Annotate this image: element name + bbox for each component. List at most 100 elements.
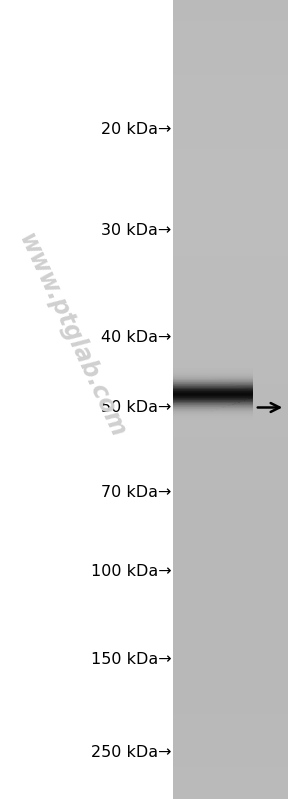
Bar [173, 336, 288, 343]
Bar [175, 373, 204, 374]
Bar [173, 374, 253, 375]
Bar [173, 418, 253, 419]
Bar [173, 22, 288, 28]
Bar [173, 398, 250, 399]
Text: www.ptglab.com: www.ptglab.com [14, 229, 130, 442]
Bar [173, 245, 288, 252]
Bar [173, 485, 288, 491]
Bar [174, 406, 226, 407]
Bar [173, 314, 288, 321]
Bar [173, 401, 253, 402]
Bar [173, 224, 288, 231]
Bar [173, 384, 253, 385]
Bar [173, 602, 288, 609]
Bar [173, 597, 288, 603]
Bar [173, 392, 253, 393]
Bar [175, 417, 202, 418]
Bar [173, 408, 253, 409]
Bar [173, 382, 253, 383]
Bar [173, 409, 253, 410]
Bar [173, 389, 249, 391]
Bar [173, 58, 288, 66]
Bar [173, 698, 288, 705]
Bar [173, 404, 253, 405]
Bar [173, 390, 250, 391]
Bar [173, 373, 288, 380]
Bar [173, 410, 288, 417]
Bar [173, 106, 288, 113]
Bar [173, 396, 252, 397]
Bar [173, 369, 253, 370]
Bar [173, 387, 253, 388]
Bar [173, 0, 288, 7]
Bar [173, 16, 288, 23]
Bar [173, 397, 251, 398]
Bar [173, 411, 253, 412]
Bar [175, 410, 215, 411]
Bar [173, 402, 253, 403]
Bar [173, 38, 288, 44]
Bar [175, 416, 203, 417]
Bar [173, 390, 253, 391]
Bar [173, 412, 253, 414]
Bar [173, 112, 288, 119]
Bar [173, 393, 253, 394]
Bar [173, 415, 288, 423]
Bar [173, 413, 253, 414]
Bar [173, 586, 288, 593]
Bar [173, 240, 288, 247]
Bar [174, 386, 238, 387]
Bar [173, 378, 288, 385]
Bar [173, 394, 288, 401]
Bar [175, 373, 205, 375]
Bar [174, 405, 230, 406]
Bar [173, 282, 288, 289]
Bar [173, 393, 253, 394]
Bar [173, 453, 288, 459]
Bar [173, 687, 288, 694]
Bar [173, 458, 288, 465]
Bar [173, 362, 288, 369]
Bar [173, 397, 253, 398]
Bar [173, 154, 288, 161]
Bar [173, 377, 253, 378]
Bar [173, 474, 288, 481]
Bar [173, 10, 288, 18]
Bar [173, 42, 288, 50]
Bar [173, 591, 288, 598]
Bar [173, 202, 288, 209]
Bar [173, 714, 288, 721]
Bar [173, 412, 253, 413]
Bar [173, 74, 288, 81]
Text: 20 kDa→: 20 kDa→ [101, 122, 171, 137]
Bar [173, 391, 253, 392]
Bar [173, 377, 253, 378]
Bar [173, 373, 253, 374]
Bar [173, 381, 253, 382]
Bar [173, 634, 288, 641]
Bar [175, 380, 220, 381]
Bar [173, 370, 253, 371]
Bar [173, 380, 253, 381]
Bar [173, 383, 253, 384]
Bar [173, 773, 288, 779]
Bar [173, 357, 288, 364]
Bar [173, 6, 288, 12]
Bar [173, 517, 288, 523]
Bar [173, 463, 288, 471]
Bar [176, 368, 200, 369]
Bar [173, 341, 288, 348]
Bar [173, 745, 288, 753]
Bar [173, 371, 253, 372]
Bar [173, 298, 288, 305]
Bar [173, 272, 288, 279]
Bar [173, 346, 288, 353]
Bar [173, 639, 288, 646]
Bar [173, 693, 288, 699]
Bar [173, 386, 240, 388]
Bar [173, 374, 253, 375]
Bar [173, 101, 288, 108]
Bar [173, 385, 253, 386]
Bar [173, 417, 253, 418]
Bar [175, 380, 222, 381]
